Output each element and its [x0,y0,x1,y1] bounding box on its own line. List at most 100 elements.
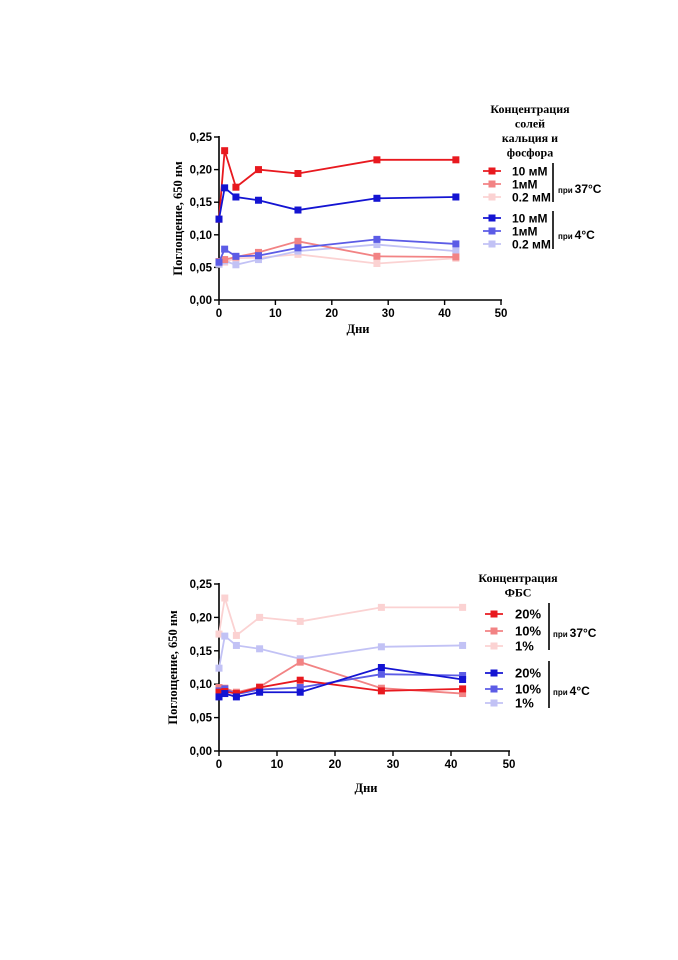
data-point [459,641,467,649]
x-tick-label: 30 [382,308,395,320]
legend-entry: 0.2 мМ [483,191,551,205]
legend-group-prefix: при [553,688,568,697]
legend-entry: 10% [485,624,541,639]
legend-label: 0.2 мМ [512,238,551,252]
y-tick-label: 0,25 [190,579,213,591]
data-point [373,235,381,243]
data-point [215,688,223,696]
legend-label: 10 мМ [512,212,548,226]
data-point [377,687,385,695]
data-point [373,156,381,164]
data-point [459,603,467,611]
legend-label: 20% [515,607,541,622]
y-tick-label: 0,10 [190,679,212,691]
legend-title: Концентрация [490,102,570,116]
legend-title: фосфора [507,146,553,160]
legend-title: ФБС [505,586,532,600]
data-point [377,643,385,651]
series-line [218,634,463,669]
data-point [373,259,381,267]
data-point [254,196,262,204]
y-axis-label: Поглощение, 650 нм [171,161,185,276]
x-tick-label: 50 [495,308,508,320]
x-tick-label: 50 [503,759,516,771]
data-point [377,603,385,611]
chart-2: 0,00 0,05 0,10 0,15 0,20 0,25 0 10 20 30 40 50 Дни По… [166,571,597,795]
legend-title: кальция и [502,131,558,145]
data-point [254,256,262,264]
data-point [232,252,240,260]
data-point [256,684,264,692]
data-point [254,252,262,260]
x-axis-label: Дни [346,322,369,336]
series-3 [215,184,460,223]
legend-swatch-marker [488,227,496,235]
x-tick-label: 40 [438,308,451,320]
legend-swatch-marker [488,167,496,175]
legend-entry: 1% [485,696,534,711]
data-point [215,664,223,672]
data-point [452,240,460,248]
data-point [221,147,229,155]
y-tick-label: 0,20 [190,165,212,177]
legend-label: 0.2 мМ [512,191,551,205]
data-point [232,641,240,649]
data-point [459,690,467,698]
legend-swatch-marker [490,610,498,618]
legend-label: 20% [515,666,541,681]
legend-label: 1% [515,696,534,711]
data-point [377,664,385,671]
series-5 [215,241,460,269]
data-point [296,617,304,625]
data-point [294,170,302,178]
data-point [232,183,240,191]
data-point [452,253,460,261]
x-tick-label: 20 [325,308,338,320]
data-point [256,688,264,696]
data-point [221,690,229,698]
data-point [232,261,240,269]
y-tick-label: 0,20 [190,612,212,624]
data-point [459,672,467,680]
x-tick-label: 10 [271,759,284,771]
series-line [218,186,456,220]
data-point [215,215,223,223]
data-point [294,206,302,214]
data-point [221,245,229,253]
y-tick-label: 0,05 [190,262,213,274]
y-tick-label: 0,00 [190,746,212,758]
data-point [459,685,467,693]
legend-label: 10 мМ [512,165,548,179]
legend-group-temp: 37°C [575,182,602,196]
legend-swatch-marker [490,685,498,693]
data-point [232,193,240,201]
data-point [215,693,223,701]
data-point [296,676,304,684]
legend-swatch-marker [488,214,496,222]
x-tick-label: 0 [216,308,222,320]
legend-swatch-marker [490,699,498,707]
legend-entry: 1мМ [483,225,538,239]
data-point [215,258,223,266]
series-2 [215,594,467,639]
legend-label: 10% [515,624,541,639]
data-point [459,676,467,684]
legend-entry: 20% [485,607,541,622]
data-point [294,237,302,245]
legend-entry: 10 мМ [483,212,548,226]
legend-title: Концентрация [478,571,558,585]
x-axis-label: Дни [354,781,377,795]
x-tick-label: 40 [445,759,458,771]
legend-group-temp: 4°C [575,228,595,242]
legend-entry: 10 мМ [483,165,548,179]
legend-group-prefix: при [558,232,573,241]
data-point [256,613,264,621]
data-point [296,688,304,696]
legend-group-prefix: при [553,630,568,639]
legend-group-label: при 4°C [558,228,595,242]
series-line [218,666,463,698]
series-5 [215,632,467,672]
data-point [256,645,264,653]
